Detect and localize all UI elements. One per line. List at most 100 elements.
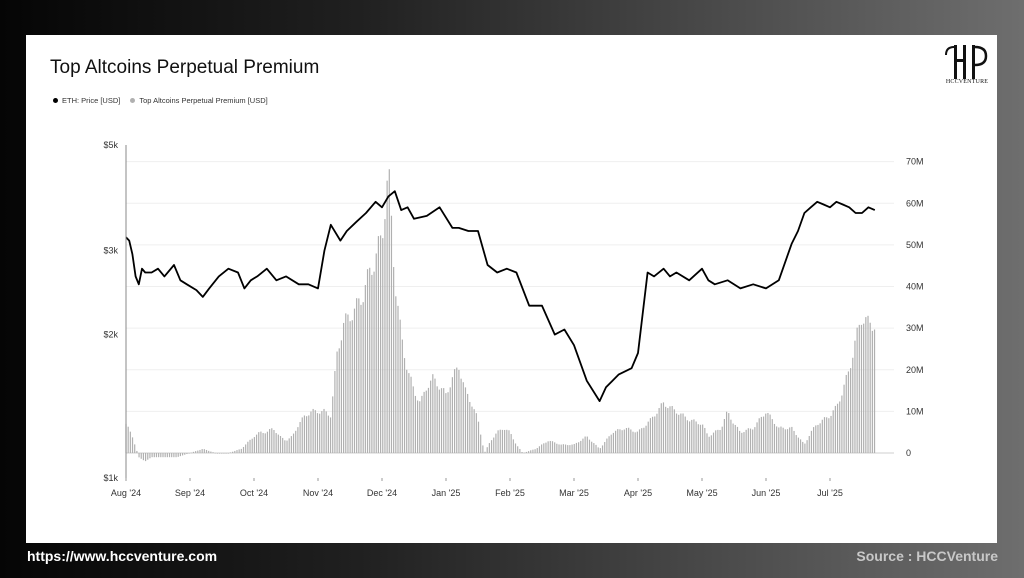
premium-bar: [754, 427, 756, 454]
premium-bar: [419, 401, 421, 454]
premium-bar: [554, 442, 556, 454]
premium-bar: [240, 448, 242, 454]
premium-bar: [382, 238, 384, 454]
x-tick-label: Jul '25: [817, 488, 843, 498]
y-right-tick-label: 50M: [906, 240, 924, 250]
premium-bar: [260, 431, 262, 454]
x-tick-label: Apr '25: [624, 488, 652, 498]
premium-bar: [155, 453, 158, 458]
premium-bar: [314, 410, 316, 454]
premium-bar: [279, 436, 282, 454]
premium-bar: [199, 449, 201, 454]
premium-bar: [449, 387, 451, 454]
premium-bar: [443, 388, 445, 454]
y-right-tick-label: 60M: [906, 198, 924, 208]
premium-bar: [532, 449, 534, 454]
premium-bar: [158, 453, 160, 458]
website-url[interactable]: https://www.hccventure.com: [27, 548, 218, 564]
premium-bar: [669, 406, 671, 454]
premium-bar: [403, 358, 406, 454]
premium-bar: [345, 313, 347, 454]
premium-bar: [430, 380, 432, 454]
premium-bar: [353, 308, 356, 454]
premium-bar: [530, 450, 532, 454]
premium-bar: [371, 274, 373, 454]
premium-bar: [434, 378, 436, 454]
premium-bar: [469, 401, 471, 454]
premium-bar: [826, 417, 828, 454]
premium-bar: [453, 369, 456, 454]
premium-bar: [377, 236, 380, 454]
premium-bar: [236, 450, 238, 454]
premium-bar: [584, 436, 586, 454]
premium-bar: [232, 451, 234, 454]
premium-bar: [151, 453, 153, 458]
premium-bar: [793, 430, 795, 454]
premium-bar: [269, 429, 271, 454]
premium-bar: [297, 427, 299, 454]
premium-bar: [299, 422, 301, 454]
legend-item-premium[interactable]: Top Altcoins Perpetual Premium [USD]: [130, 96, 268, 105]
premium-bar: [277, 434, 279, 454]
chart-plot: 0 10M 20M 30M 40M 50M 60M 70M $1k $2k $3k $5k Aug '2…: [103, 140, 924, 498]
premium-bar: [462, 382, 464, 454]
premium-bar: [665, 406, 667, 454]
premium-bar: [591, 441, 593, 454]
premium-bar: [273, 429, 275, 454]
premium-bar: [421, 395, 423, 454]
premium-bar: [723, 418, 725, 454]
premium-bar: [615, 430, 617, 454]
premium-bar: [871, 330, 873, 454]
premium-bar: [830, 415, 832, 454]
premium-bar: [208, 450, 210, 454]
premium-bar: [619, 429, 621, 454]
premium-bar: [473, 409, 475, 454]
premium-bar: [131, 437, 134, 454]
premium-bar: [282, 437, 284, 454]
premium-bar: [292, 433, 295, 454]
premium-bars: [125, 169, 876, 462]
premium-bar: [573, 444, 575, 454]
premium-bar: [806, 440, 808, 454]
premium-bar: [284, 440, 286, 454]
premium-bar: [541, 444, 543, 454]
premium-bar: [623, 429, 625, 454]
x-tick-label: Aug '24: [111, 488, 141, 498]
premium-bar: [288, 438, 290, 454]
premium-bar: [340, 340, 343, 454]
premium-bar: [704, 427, 706, 454]
premium-bar: [756, 422, 758, 454]
premium-bar: [660, 403, 662, 454]
y-right-tick-label: 40M: [906, 282, 924, 292]
premium-bar: [438, 389, 440, 454]
premium-bar: [834, 405, 836, 454]
premium-bar: [271, 428, 273, 454]
premium-bar: [412, 386, 414, 454]
premium-bar: [730, 419, 732, 454]
premium-bar: [144, 453, 147, 462]
premium-bar: [266, 431, 269, 454]
premium-bar: [423, 391, 425, 454]
premium-bar: [621, 430, 623, 454]
premium-bar: [839, 401, 841, 454]
premium-bar: [643, 427, 645, 454]
premium-bar: [662, 402, 665, 454]
premium-bar: [401, 339, 403, 454]
premium-bar: [843, 384, 845, 454]
premium-bar: [201, 449, 203, 454]
x-tick-label: Jan '25: [432, 488, 461, 498]
premium-bar: [184, 453, 186, 455]
premium-bar: [164, 453, 166, 458]
premium-bar: [706, 433, 708, 454]
premium-bar: [510, 434, 512, 454]
chart-legend: ETH: Price [USD] Top Altcoins Perpetual …: [53, 96, 268, 105]
premium-bar: [712, 432, 715, 454]
premium-bar: [467, 393, 469, 454]
premium-bar: [173, 453, 175, 458]
premium-bar: [234, 450, 236, 454]
legend-item-eth-price[interactable]: ETH: Price [USD]: [53, 96, 120, 105]
premium-bar: [580, 440, 582, 454]
premium-bar: [388, 169, 390, 454]
chart-title: Top Altcoins Perpetual Premium: [50, 57, 320, 78]
premium-bar: [181, 453, 184, 456]
